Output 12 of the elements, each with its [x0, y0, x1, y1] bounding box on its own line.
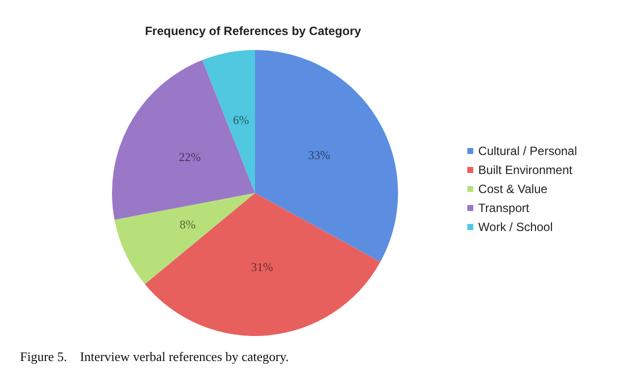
legend-label: Cultural / Personal — [478, 144, 578, 158]
data-label: 31% — [251, 260, 274, 274]
data-label: 33% — [308, 148, 330, 162]
legend-label: Built Environment — [478, 163, 573, 177]
legend-label: Work / School — [478, 220, 553, 234]
legend-label: Cost & Value — [478, 182, 548, 196]
chart-title: Frequency of References by Category — [144, 24, 362, 38]
data-label: 8% — [180, 218, 196, 232]
data-label: 22% — [178, 150, 201, 164]
data-label: 6% — [233, 112, 250, 127]
caption: Figure 5. Interview verbal references by category. — [20, 349, 289, 364]
legend-label: Transport — [478, 201, 530, 215]
